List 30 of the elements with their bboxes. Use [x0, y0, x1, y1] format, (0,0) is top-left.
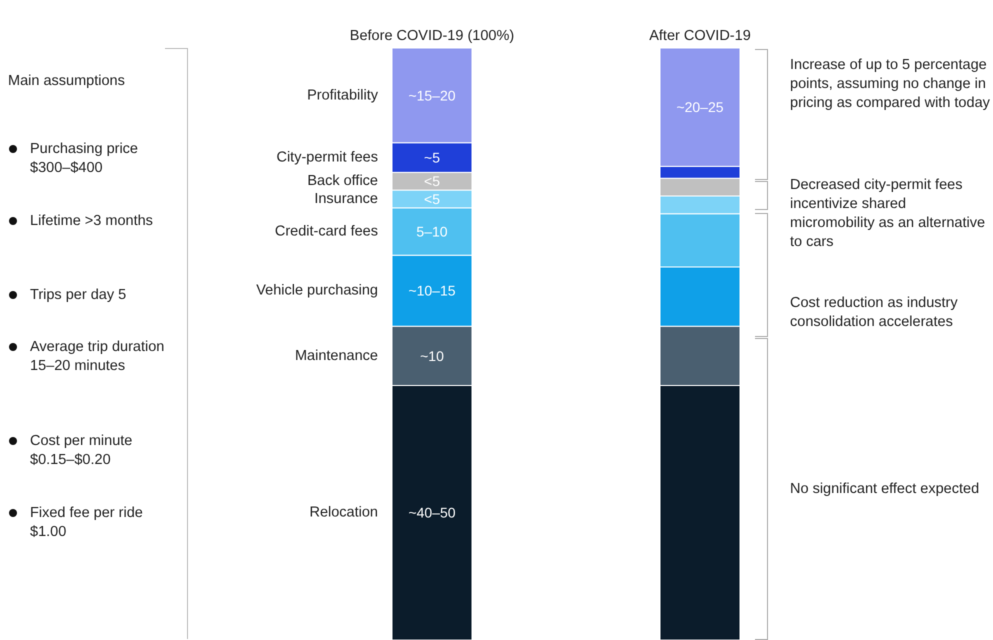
data-label: 5–10	[416, 224, 448, 240]
data-label: ~10–15	[408, 282, 456, 299]
text: Main assumptions	[8, 72, 126, 91]
text: Cost per minute $0.15–$0.20	[30, 432, 134, 470]
data-label: <5	[424, 173, 440, 190]
text: Purchasing price $300–$400	[30, 140, 139, 178]
annotation: Cost reduction as industry consolidation accelerates	[790, 294, 959, 332]
text: Lifetime >3 months	[30, 212, 154, 231]
series-label: Relocation	[309, 504, 378, 521]
text: Trips per day 5	[30, 286, 128, 305]
data-label: ~40–50	[408, 504, 456, 521]
annotation: Increase of up to 5 percentage points, assuming no change in pricing as compared with today	[790, 56, 990, 113]
series-label: Credit-card fees	[274, 224, 378, 240]
text: Fixed fee per ride $1.00	[30, 504, 144, 542]
series-label: Back office	[307, 173, 378, 190]
x-tick-label: Before COVID-19 (100%)	[350, 28, 514, 44]
x-tick-label: After COVID-19	[649, 28, 751, 44]
series-label: Vehicle purchasing	[256, 282, 378, 299]
annotation: No significant effect expected	[790, 480, 980, 499]
series-label: City-permit fees	[276, 150, 378, 166]
data-label: ~15–20	[408, 87, 456, 104]
data-label: ~10	[420, 348, 444, 364]
data-label: ~20–25	[676, 99, 724, 116]
series-label: Maintenance	[294, 348, 378, 364]
annotation: Decreased city-permit fees incentivize shared micromobility as an alternative to cars	[790, 176, 986, 252]
series-label: Insurance	[314, 190, 378, 207]
data-label: ~5	[424, 150, 440, 166]
series-label: Profitability	[307, 87, 379, 104]
text: Average trip duration 15–20 minutes	[30, 338, 165, 376]
data-label: <5	[424, 190, 440, 207]
